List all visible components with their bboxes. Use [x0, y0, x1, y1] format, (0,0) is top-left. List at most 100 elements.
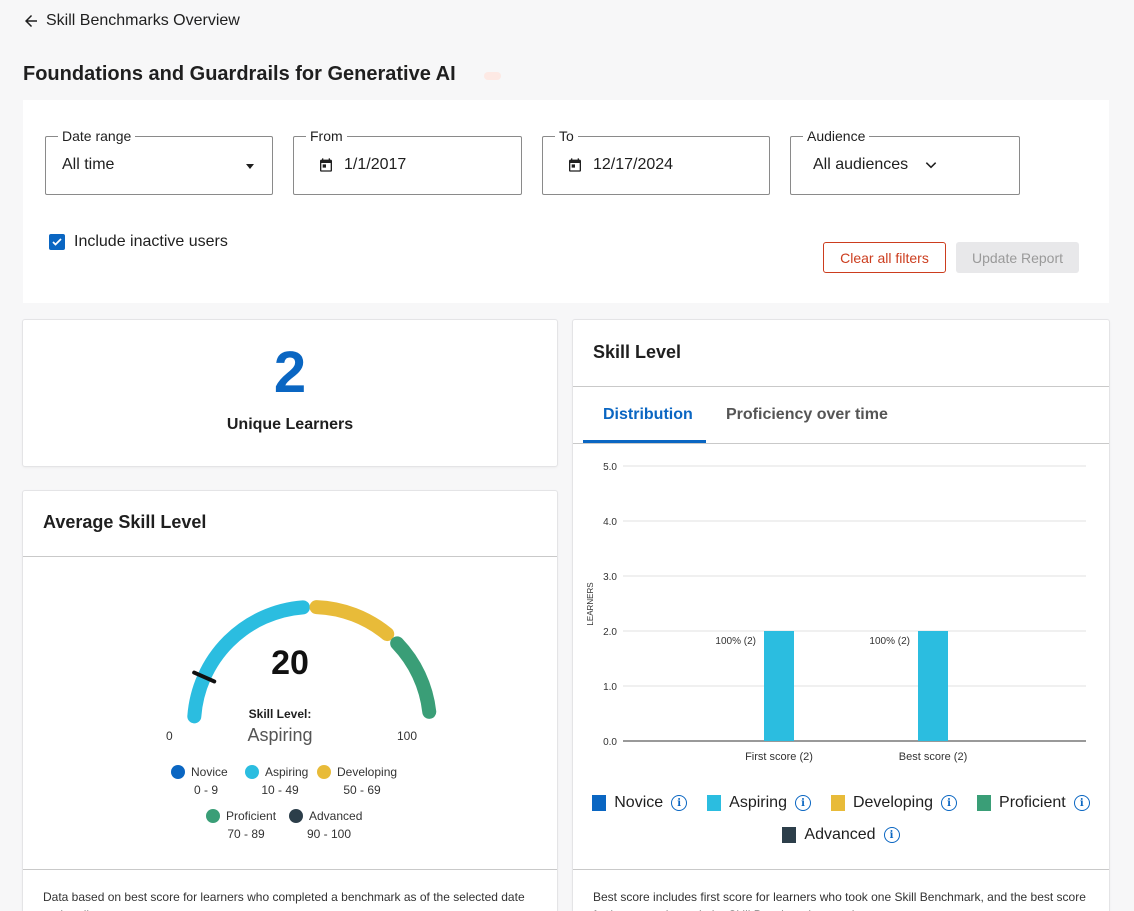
tab-distribution[interactable]: Distribution	[603, 406, 693, 423]
from-date-field[interactable]: From 1/1/2017	[293, 128, 522, 195]
date-range-value: All time	[62, 156, 115, 173]
info-icon[interactable]: i	[941, 795, 958, 811]
tab-proficiency-over-time[interactable]: Proficiency over time	[726, 406, 888, 423]
include-inactive-checkbox[interactable]: Include inactive users	[49, 233, 228, 251]
chart-legend-item-aspiring: Aspiring i	[707, 794, 811, 812]
gauge-segment-aspiring	[187, 600, 310, 724]
x-tick-label: First score (2)	[745, 751, 813, 763]
legend-name: Developing	[337, 765, 398, 779]
from-date-label: From	[306, 128, 347, 144]
legend-label: Proficient	[999, 794, 1066, 811]
y-tick-label: 5.0	[603, 462, 617, 473]
average-skill-card: Average Skill Level 20 Skill Level: Aspi…	[23, 491, 557, 911]
bar-data-label: 100% (2)	[869, 636, 910, 647]
gauge-arc	[187, 600, 437, 724]
x-tick-label: Best score (2)	[899, 751, 967, 763]
y-tick-label: 4.0	[603, 517, 617, 528]
info-icon[interactable]: i	[794, 795, 811, 811]
skill-level-card: Skill Level Distribution Proficiency ove…	[573, 320, 1109, 911]
title-badge	[484, 72, 501, 80]
to-date-field[interactable]: To 12/17/2024	[542, 128, 770, 195]
average-skill-title: Average Skill Level	[23, 491, 557, 557]
bar-aspiring[interactable]	[764, 631, 794, 741]
info-icon[interactable]: i	[1073, 795, 1090, 811]
legend-range: 90 - 100	[306, 827, 352, 841]
legend-range: 50 - 69	[343, 783, 381, 797]
legend-label: Advanced	[804, 826, 876, 843]
legend-proficient: Proficient 70 - 89	[206, 809, 286, 841]
date-range-select[interactable]: Date range All time	[45, 128, 273, 195]
chart-legend-item-advanced: Advanced i	[782, 826, 900, 844]
gauge-segment-proficient	[390, 636, 437, 719]
y-tick-label: 3.0	[603, 572, 617, 583]
learners-label: Unique Learners	[226, 416, 354, 433]
learners-count: 2	[273, 340, 307, 405]
to-date-value: 12/17/2024	[593, 156, 674, 173]
include-inactive-label: Include inactive users	[74, 233, 228, 250]
info-icon[interactable]: i	[883, 827, 900, 843]
gauge-segment-developing	[309, 600, 395, 642]
gauge-min-label: 0	[166, 729, 173, 743]
date-range-label: Date range	[58, 128, 136, 144]
skill-level-tabs: Distribution Proficiency over time	[573, 387, 1109, 444]
legend-label: Novice	[614, 794, 664, 811]
legend-novice: Novice 0 - 9	[171, 765, 241, 797]
audience-label: Audience	[803, 128, 870, 144]
calendar-icon[interactable]	[567, 157, 583, 173]
active-tab-indicator	[583, 440, 706, 443]
distribution-chart: 0.0 1.0 2.0 3.0 4.0 5.0 LEARNERS 100% (2) First …	[586, 462, 1086, 763]
legend-advanced: Advanced 90 - 100	[289, 809, 369, 841]
average-footnote: Data based on best score for learners wh…	[23, 869, 557, 911]
legend-swatch	[977, 795, 992, 811]
legend-range: 0 - 9	[193, 783, 218, 797]
from-date-value: 1/1/2017	[344, 156, 407, 173]
calendar-icon[interactable]	[318, 157, 334, 173]
legend-label: Aspiring	[729, 794, 787, 811]
y-tick-label: 1.0	[603, 682, 617, 693]
legend-swatch	[782, 827, 797, 843]
proficient-dot	[206, 809, 220, 823]
update-report-button[interactable]: Update Report	[956, 242, 1079, 273]
audience-select[interactable]: Audience All audiences	[790, 128, 1020, 195]
unique-learners-card: 2 Unique Learners	[23, 320, 557, 466]
bar-aspiring[interactable]	[918, 631, 948, 741]
gauge-needle	[192, 670, 217, 684]
chart-legend-item-novice: Novice i	[592, 794, 688, 812]
developing-dot	[317, 765, 331, 779]
arrow-left-icon	[25, 15, 37, 27]
checkmark-icon[interactable]	[49, 234, 65, 250]
legend-name: Proficient	[226, 809, 277, 823]
dropdown-caret-icon	[246, 164, 254, 169]
back-link-label: Skill Benchmarks Overview	[46, 12, 240, 29]
to-date-label: To	[555, 128, 578, 144]
skill-gauge: 20 Skill Level: Aspiring 0 100 Novice 0 …	[23, 557, 557, 877]
legend-swatch	[592, 795, 607, 811]
legend-developing: Developing 50 - 69	[317, 765, 407, 797]
aspiring-dot	[245, 765, 259, 779]
novice-dot	[171, 765, 185, 779]
legend-swatch	[707, 795, 722, 811]
advanced-dot	[289, 809, 303, 823]
chart-legend-item-proficient: Proficient i	[977, 794, 1090, 812]
chart-legend-item-developing: Developing i	[830, 794, 958, 812]
chart-legend: Novice i Aspiring i Developing i Proficient i Ad…	[573, 794, 1109, 844]
clear-filters-button[interactable]: Clear all filters	[823, 242, 946, 273]
chevron-down-icon	[925, 162, 937, 169]
filter-panel: Date range All time From 1/1/2017 To 12/…	[23, 100, 1109, 303]
legend-name: Aspiring	[265, 765, 309, 779]
legend-name: Novice	[191, 765, 228, 779]
legend-range: 70 - 89	[227, 827, 265, 841]
gauge-max-label: 100	[397, 729, 418, 743]
gauge-value: 20	[271, 644, 309, 682]
y-axis-label: LEARNERS	[586, 582, 595, 625]
legend-aspiring: Aspiring 10 - 49	[245, 765, 315, 797]
gauge-level: Aspiring	[247, 725, 313, 745]
skill-level-footnote: Best score includes first score for lear…	[573, 869, 1109, 911]
legend-name: Advanced	[309, 809, 363, 823]
info-icon[interactable]: i	[671, 795, 688, 811]
bar-data-label: 100% (2)	[715, 636, 756, 647]
back-link[interactable]: Skill Benchmarks Overview	[22, 12, 240, 30]
legend-swatch	[830, 795, 845, 811]
legend-range: 10 - 49	[261, 783, 299, 797]
legend-label: Developing	[852, 794, 934, 811]
